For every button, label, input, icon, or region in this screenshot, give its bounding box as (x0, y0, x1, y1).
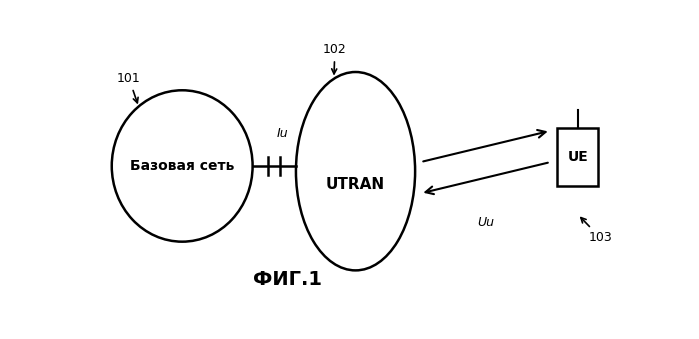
Text: ФИГ.1: ФИГ.1 (253, 270, 322, 289)
Text: UE: UE (568, 150, 588, 164)
Ellipse shape (112, 90, 252, 242)
Text: UTRAN: UTRAN (326, 177, 385, 192)
Text: Uu: Uu (477, 216, 494, 228)
Text: Iu: Iu (277, 127, 288, 140)
Text: 101: 101 (117, 72, 141, 103)
Text: 102: 102 (323, 43, 347, 74)
Bar (557, 128, 598, 185)
Text: 103: 103 (581, 218, 612, 244)
Ellipse shape (296, 72, 415, 271)
Text: Базовая сеть: Базовая сеть (130, 159, 234, 173)
